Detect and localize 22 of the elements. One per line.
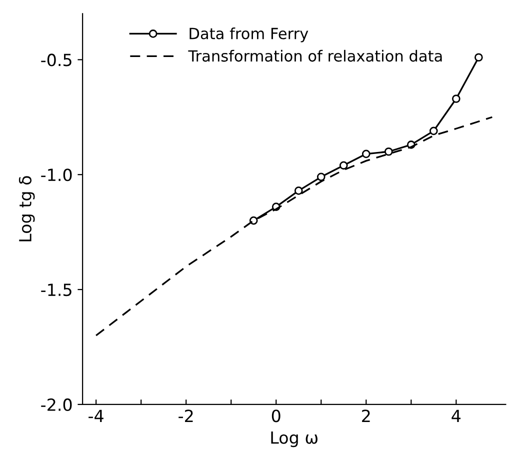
- point: [429, 126, 438, 136]
- y-tick-label: -2.0: [41, 398, 72, 412]
- y-tick-label: -1.0: [41, 168, 72, 182]
- legend-label: Data from Ferry: [190, 27, 308, 42]
- x-tick-label: 4: [452, 410, 461, 422]
- point: [294, 186, 303, 195]
- y-tick-label: -1.5: [41, 284, 72, 296]
- legend-label: Transformation of relaxation data: [188, 50, 442, 62]
- x-axis-title: Log ω: [271, 432, 318, 448]
- x-tick-label: 2: [362, 410, 370, 422]
- point: [339, 161, 348, 170]
- point: [474, 53, 483, 62]
- point: [316, 172, 326, 182]
- point: [362, 150, 370, 158]
- x-tick-label: 0: [272, 410, 280, 422]
- point: [384, 147, 393, 156]
- y-axis-title: Log tg δ: [18, 176, 35, 242]
- point: [452, 94, 460, 103]
- y-tick-label: -0.5: [41, 54, 72, 66]
- x-tick-label: -2: [178, 410, 193, 422]
- point: [249, 216, 258, 225]
- x-tick-label: -4: [88, 410, 104, 422]
